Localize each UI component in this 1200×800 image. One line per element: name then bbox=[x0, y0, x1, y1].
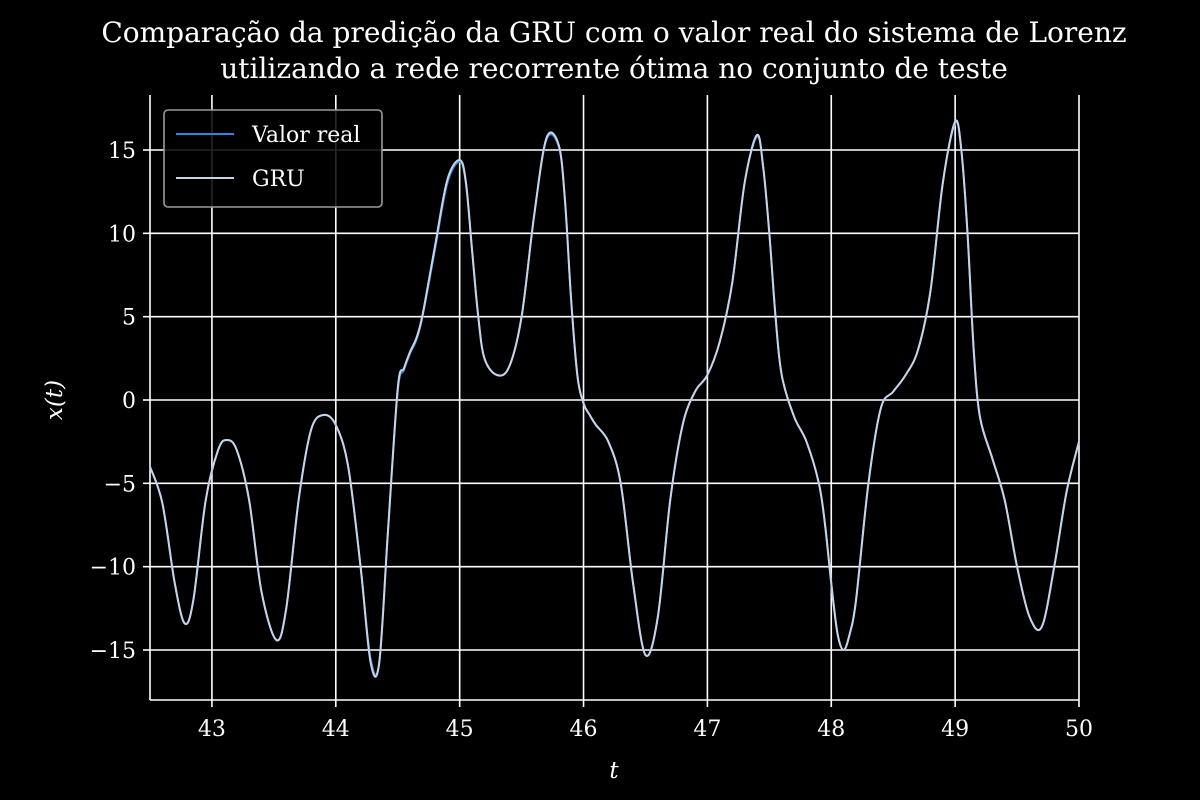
grid bbox=[150, 95, 1080, 700]
y-tick-label-0: −15 bbox=[90, 639, 136, 664]
x-tick-label-6: 49 bbox=[941, 717, 969, 742]
y-tick-label-4: 5 bbox=[122, 306, 136, 331]
y-tick-label-3: 0 bbox=[122, 389, 136, 414]
x-tick-label-3: 46 bbox=[570, 717, 598, 742]
y-tick-label-1: −10 bbox=[90, 556, 136, 581]
y-tick-label-6: 15 bbox=[108, 139, 136, 164]
x-tick-label-2: 45 bbox=[446, 717, 474, 742]
x-tick-label-5: 48 bbox=[817, 717, 845, 742]
x-tick-label-0: 43 bbox=[198, 717, 226, 742]
series-lines bbox=[149, 119, 1080, 678]
y-axis-label: x(t) bbox=[42, 380, 68, 420]
tick-labels: 43 44 45 46 47 48 49 50 −15 −10 −5 0 5 10 15 bbox=[90, 139, 1093, 742]
x-tick-label-7: 50 bbox=[1065, 717, 1093, 742]
y-tick-label-2: −5 bbox=[104, 472, 136, 497]
legend-label-gru: GRU bbox=[252, 167, 305, 192]
legend: Valor real GRU bbox=[163, 109, 383, 208]
x-axis-label: t bbox=[609, 758, 619, 784]
series-line-gru bbox=[149, 119, 1080, 678]
x-tick-label-1: 44 bbox=[322, 717, 350, 742]
axes bbox=[143, 95, 1080, 707]
chart-title-line-1: Comparação da predição da GRU com o valo… bbox=[101, 16, 1126, 49]
legend-label-valor-real: Valor real bbox=[251, 123, 360, 148]
x-tick-label-4: 47 bbox=[693, 717, 721, 742]
chart-title-line-2: utilizando a rede recorrente ótima no co… bbox=[220, 52, 1008, 85]
y-tick-label-5: 10 bbox=[108, 222, 136, 247]
